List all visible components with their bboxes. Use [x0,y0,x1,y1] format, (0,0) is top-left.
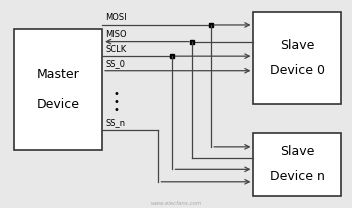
Text: •: • [113,105,119,115]
Text: MOSI: MOSI [106,14,127,22]
Text: SCLK: SCLK [106,45,127,54]
Text: Master: Master [37,68,80,81]
Text: SS_n: SS_n [106,119,126,128]
Bar [14,29,102,150]
Text: Slave: Slave [280,145,315,158]
Text: www.elecfans.com: www.elecfans.com [150,201,202,206]
Text: •: • [113,89,119,99]
Bar [253,133,341,196]
Text: SS_0: SS_0 [106,59,126,68]
Text: •: • [113,97,119,107]
Bar [253,12,341,104]
Text: MISO: MISO [106,30,127,39]
Text: Device 0: Device 0 [270,64,325,77]
Text: Device n: Device n [270,170,325,183]
Text: Slave: Slave [280,39,315,52]
Text: Device: Device [37,98,80,110]
